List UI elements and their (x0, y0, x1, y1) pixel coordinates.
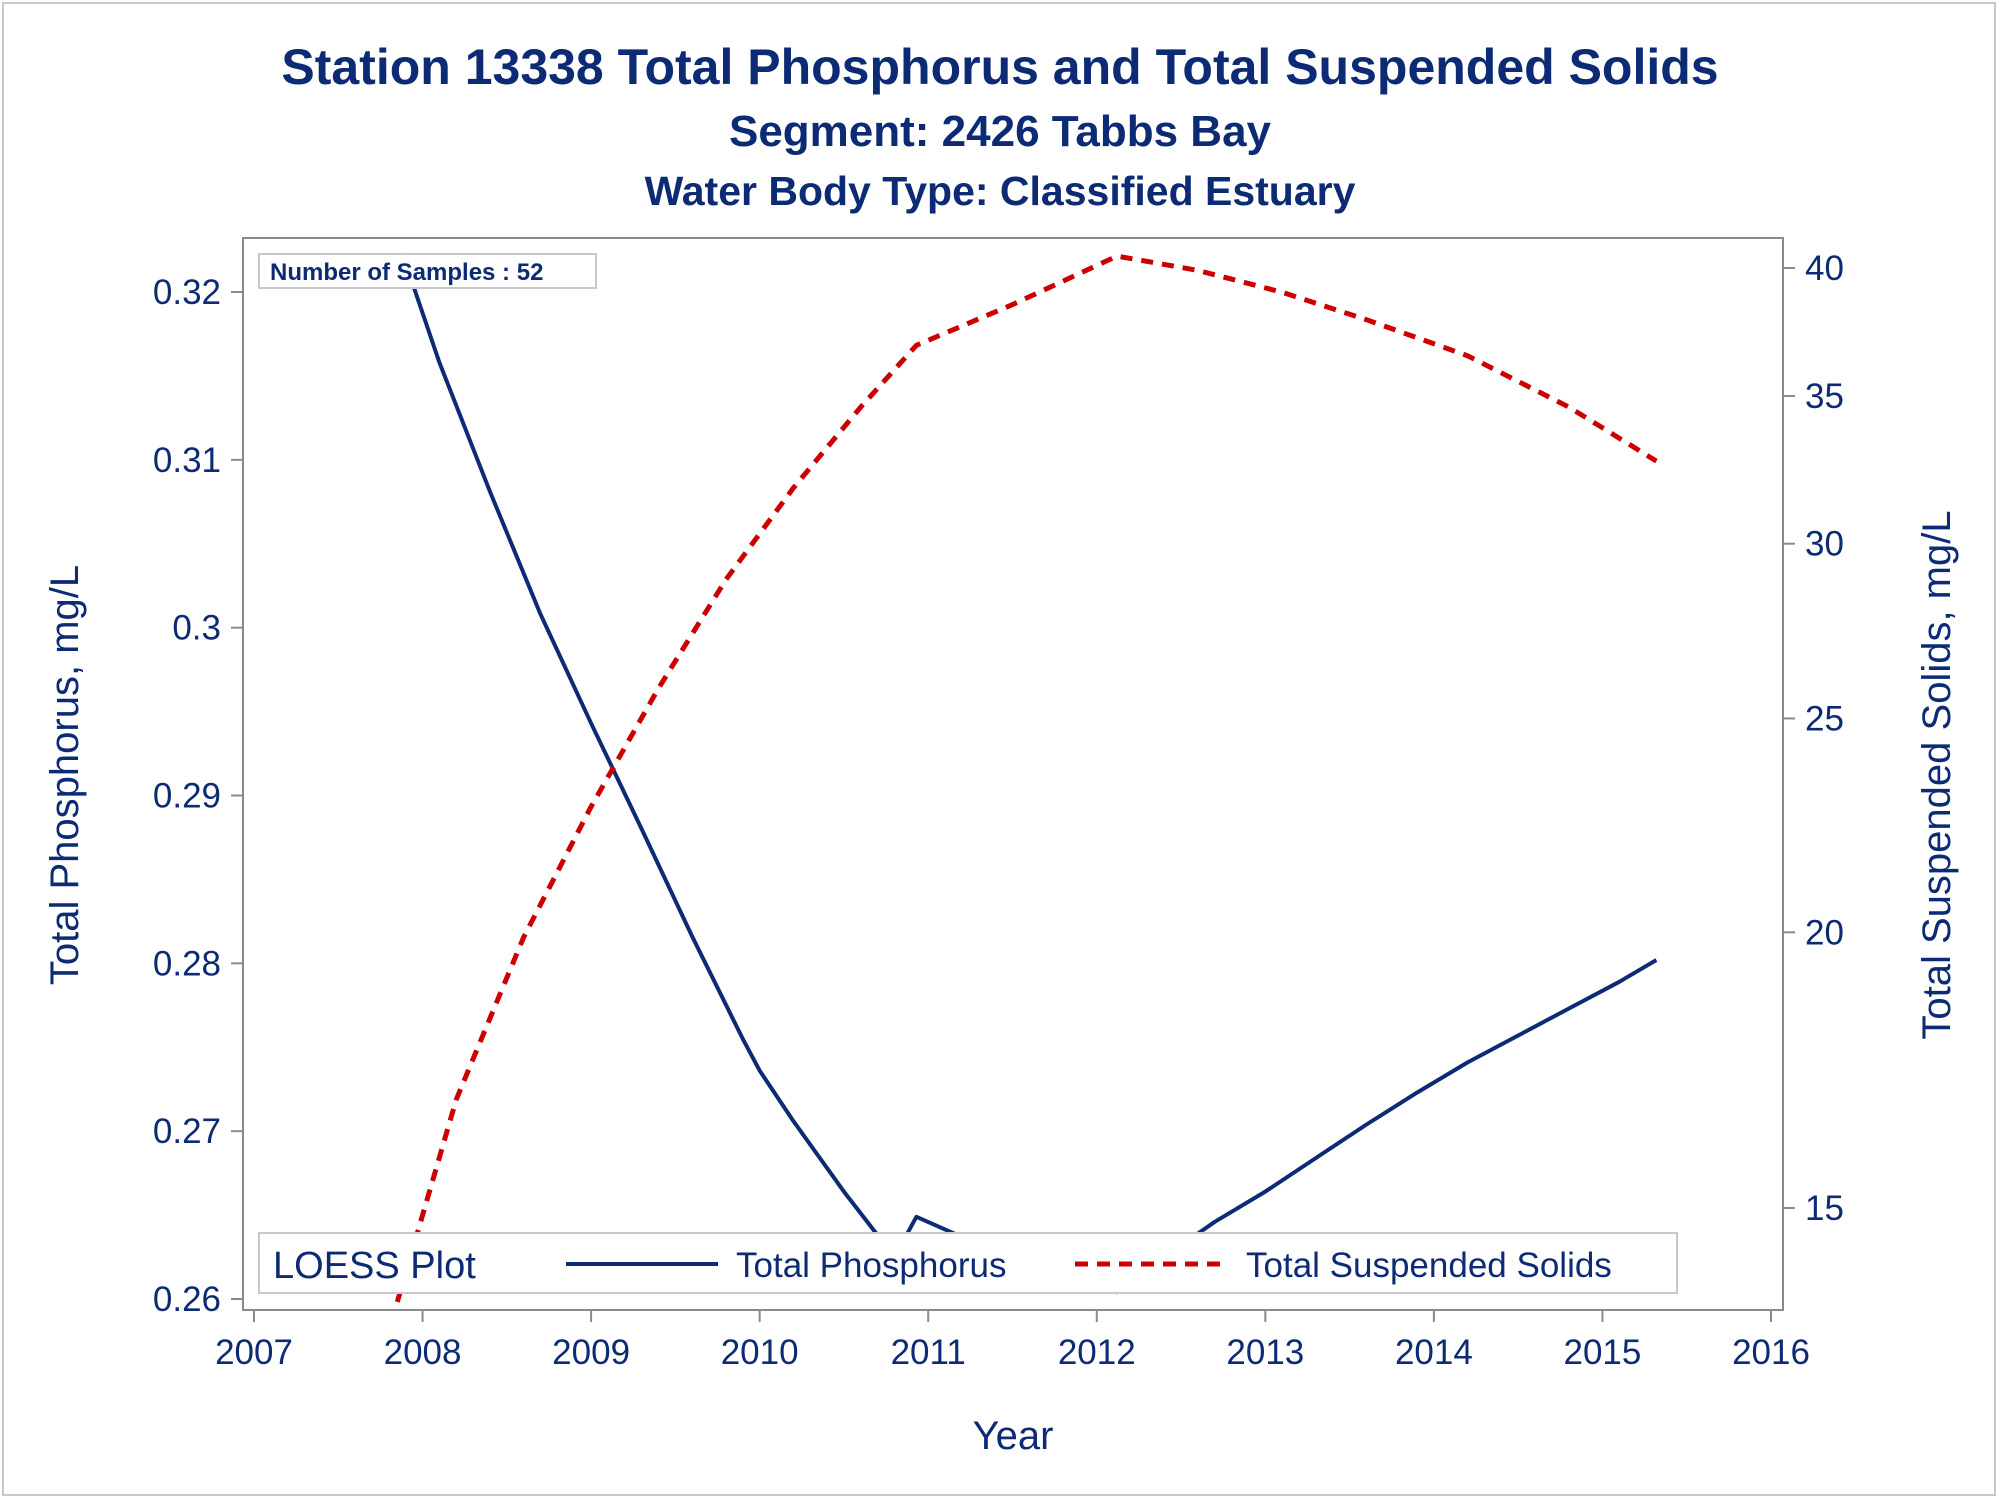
y-right-tick-label: 40 (1805, 249, 1844, 288)
x-tick-label: 2016 (1732, 1333, 1810, 1372)
y-right-tick-label: 30 (1805, 525, 1844, 564)
chart-subtitle-2: Water Body Type: Classified Estuary (644, 168, 1356, 214)
legend-box (258, 1232, 1678, 1294)
series-layer (394, 252, 1658, 1303)
chart-subtitle: Segment: 2426 Tabbs Bay (728, 107, 1272, 156)
y-left-tick-label: 0.26 (153, 1280, 221, 1319)
series-line-tss (394, 253, 1658, 1303)
x-tick-label: 2008 (384, 1333, 462, 1372)
x-tick-label: 2010 (721, 1333, 799, 1372)
y-left-tick-label: 0.27 (153, 1112, 221, 1151)
y-left-tick-label: 0.29 (153, 777, 221, 816)
samples-inset: Number of Samples : 52 (258, 253, 597, 289)
x-tick-label: 2015 (1564, 1333, 1642, 1372)
y-left-tick-label: 0.32 (153, 273, 221, 312)
x-tick-label: 2013 (1226, 1333, 1304, 1372)
plot-area (242, 237, 1784, 1311)
samples-inset-label: Number of Samples : 52 (270, 259, 543, 286)
y-right-tick-label: 15 (1805, 1189, 1844, 1228)
y-right-tick-label: 25 (1805, 699, 1844, 738)
y-left-tick-label: 0.3 (172, 609, 221, 648)
x-tick-label: 2011 (891, 1333, 966, 1372)
samples-inset-box (258, 253, 597, 289)
y-right-tick-label: 35 (1805, 377, 1844, 416)
y-axis-label-left: Total Phosphorus, mg/L (43, 565, 87, 985)
chart-title: Station 13338 Total Phosphorus and Total… (281, 39, 1719, 95)
legend-item-phosphorus: Total Phosphorus (736, 1246, 1006, 1285)
x-axis-label: Year (973, 1414, 1054, 1458)
y-left-tick-label: 0.31 (153, 441, 221, 480)
series-line-phosphorus (400, 252, 1658, 1295)
y-left-tick-label: 0.28 (153, 944, 221, 983)
x-tick-label: 2014 (1395, 1333, 1473, 1372)
legend: LOESS Plot Total Phosphorus Total Suspen… (258, 1232, 1678, 1294)
x-tick-label: 2009 (552, 1333, 630, 1372)
x-tick-label: 2007 (215, 1333, 293, 1372)
legend-title: LOESS Plot (273, 1245, 476, 1287)
y-right-tick-label: 20 (1805, 913, 1844, 952)
y-axis-label-right: Total Suspended Solids, mg/L (1915, 510, 1959, 1039)
x-tick-label: 2012 (1058, 1333, 1136, 1372)
legend-item-tss: Total Suspended Solids (1246, 1246, 1612, 1285)
axes: 2007 2008 2009 2010 2011 2012 2013 2014 2015 2016… (153, 249, 1844, 1372)
